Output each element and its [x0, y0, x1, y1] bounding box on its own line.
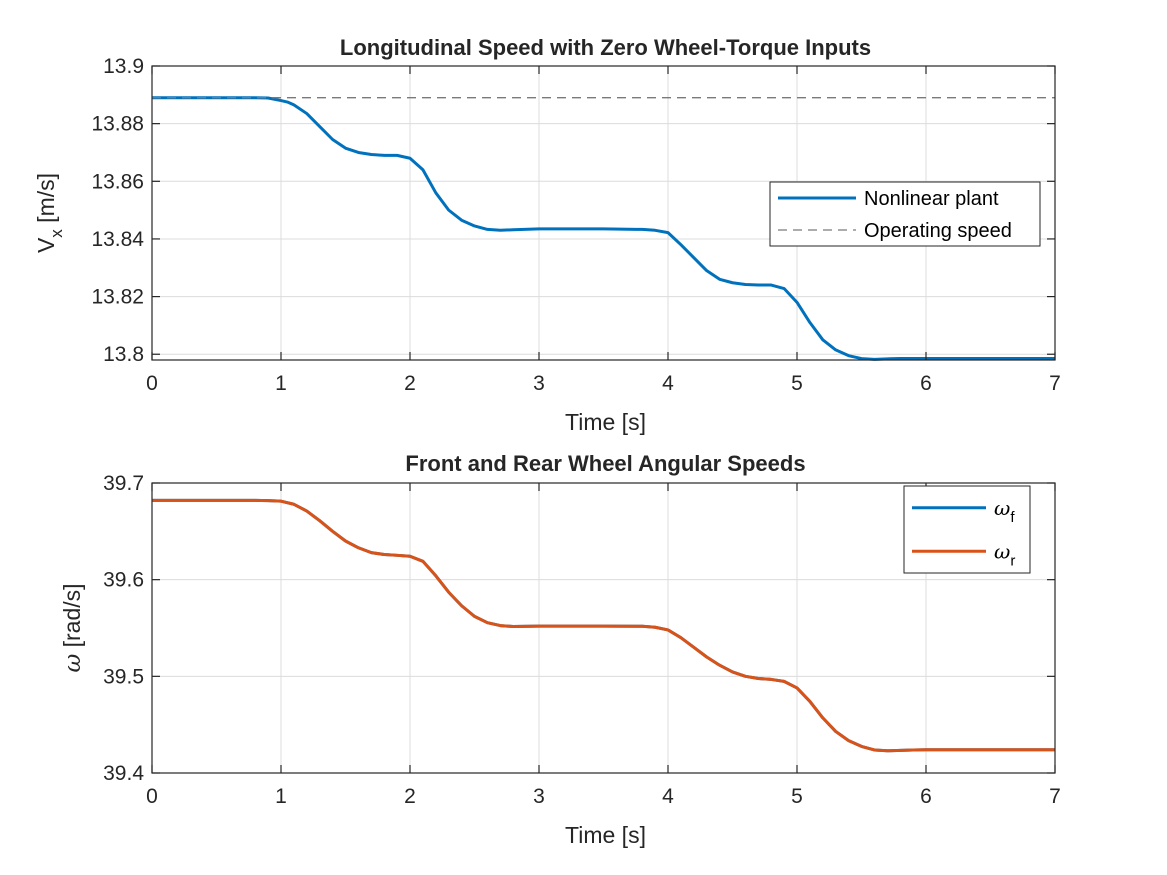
axes-box	[151, 65, 1056, 361]
x-tick-label: 2	[404, 785, 416, 808]
series-group	[152, 498, 1055, 753]
legend-box	[769, 181, 1041, 247]
x-tick-label: 3	[533, 785, 545, 808]
x-tick-label: 0	[146, 785, 158, 808]
chart-1: 0 1 2 3 4 5 6 7 13.8 13.82 13.84 13.86 13.88 13.9 Long…	[33, 35, 1061, 435]
legend: Nonlinear plant Operating speed	[769, 181, 1041, 247]
x-tick-label: 4	[662, 372, 674, 395]
chart-title: Longitudinal Speed with Zero Wheel-Torqu…	[340, 35, 871, 60]
x-tick-label: 2	[404, 372, 416, 395]
y-tick-label: 13.9	[103, 55, 144, 78]
y-tick-label: 13.84	[91, 228, 144, 251]
x-axis-label: Time [s]	[565, 822, 646, 848]
x-tick-label: 1	[275, 785, 287, 808]
x-tick-label: 7	[1049, 785, 1061, 808]
y-tick-label: 39.5	[103, 665, 144, 688]
series-line-ωr	[152, 498, 1055, 753]
legend-label: ωf	[994, 496, 1015, 526]
y-axis-label: ω [rad/s]	[59, 583, 86, 672]
chart-2: 0 1 2 3 4 5 6 7 39.4 39.5 39.6 39.7 Front and Rear W…	[59, 451, 1061, 848]
legend: ωf ωr	[903, 485, 1031, 574]
x-tick-label: 7	[1049, 372, 1061, 395]
legend-box	[903, 485, 1031, 574]
y-tick-label: 39.7	[103, 472, 144, 495]
grid	[152, 66, 1055, 360]
x-tick-label: 1	[275, 372, 287, 395]
x-axis-label: Time [s]	[565, 409, 646, 435]
axes-box	[151, 482, 1056, 774]
legend-label: ωr	[994, 539, 1015, 569]
x-tick-label: 6	[920, 785, 932, 808]
x-tick-label: 5	[791, 785, 803, 808]
x-tick-label: 3	[533, 372, 545, 395]
series-group	[152, 96, 1055, 361]
chart-title: Front and Rear Wheel Angular Speeds	[405, 451, 805, 476]
y-tick-label: 13.88	[91, 113, 144, 136]
legend-label: Nonlinear plant	[864, 188, 999, 210]
y-tick-label: 13.86	[91, 170, 144, 193]
x-tick-label: 5	[791, 372, 803, 395]
legend-label: Operating speed	[864, 220, 1012, 242]
y-tick-label: 39.6	[103, 569, 144, 592]
x-tick-label: 4	[662, 785, 674, 808]
y-tick-label: 13.8	[103, 343, 144, 366]
series-line-nonlinear-plant	[152, 96, 1055, 361]
y-axis-label: Vx [m/s]	[33, 173, 66, 253]
y-tick-label: 13.82	[91, 286, 144, 309]
x-tick-label: 0	[146, 372, 158, 395]
y-tick-label: 39.4	[103, 762, 144, 785]
x-tick-label: 6	[920, 372, 932, 395]
